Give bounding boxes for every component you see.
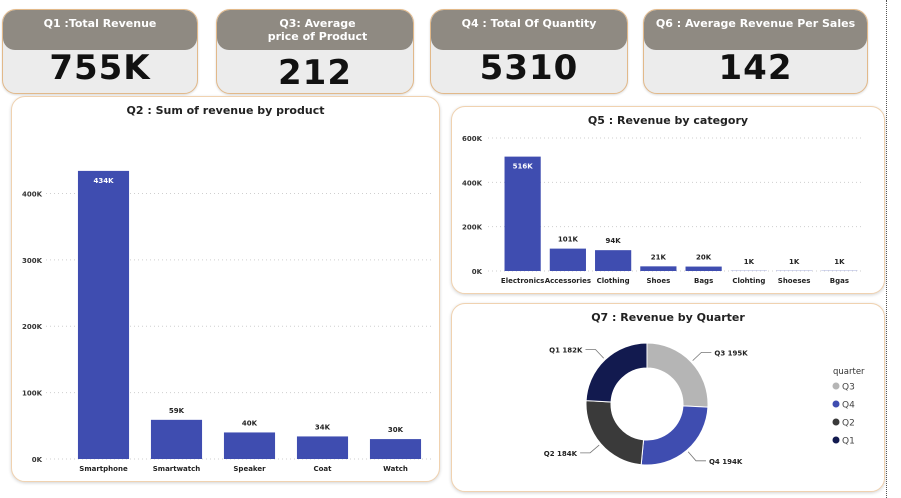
data-label: 30K: [388, 426, 404, 434]
leader-line: [687, 451, 706, 462]
bar-chart-revenue-by-product: 0K 100K 200K 300K 400K 434K Smartphone 59K Smart…: [22, 170, 432, 473]
kpi-value: 5310: [479, 48, 579, 88]
data-label: 1K: [834, 258, 845, 266]
chart-panel-revenue-by-quarter: Q7 : Revenue by Quarter Q3 195K Q4 194K Q2…: [451, 303, 885, 492]
donut-chart-revenue-by-quarter: Q3 195K Q4 194K Q2 184K Q1 182K quarter Q3 Q4 Q…: [544, 342, 865, 466]
x-tick-label: Smartwatch: [153, 465, 201, 473]
x-tick-label: Bgas: [830, 277, 849, 285]
x-tick-label: Smartphone: [79, 465, 128, 473]
y-tick-label: 0K: [32, 456, 43, 464]
donut-slice: [646, 342, 709, 408]
x-tick-label: Coat: [313, 465, 332, 473]
bar: [296, 436, 349, 459]
leader-line: [585, 349, 605, 359]
leader-line: [692, 351, 712, 361]
chart-title: Q7 : Revenue by Quarter: [591, 311, 745, 324]
bar: [640, 266, 677, 271]
legend-marker: [832, 436, 840, 444]
data-label: 516K: [513, 163, 534, 171]
kpi-title: Q1 :Total Revenue: [3, 10, 197, 50]
y-tick-label: 200K: [462, 224, 483, 232]
data-label: 1K: [789, 258, 800, 266]
bar: [77, 170, 130, 459]
bar: [685, 266, 722, 271]
kpi-title: Q6 : Average Revenue Per Sales: [644, 10, 867, 50]
x-tick-label: Speaker: [233, 465, 266, 473]
legend-label: Q3: [842, 383, 855, 393]
donut-slice: [585, 400, 645, 466]
chart-panel-revenue-by-category: Q5 : Revenue by category 0K 200K 400K 600K 5…: [451, 106, 885, 294]
x-tick-label: Bags: [694, 277, 713, 285]
bar: [595, 250, 632, 271]
kpi-value: 142: [718, 48, 793, 88]
legend-title: quarter: [833, 367, 865, 377]
y-tick-label: 600K: [462, 135, 483, 143]
bar: [369, 439, 422, 459]
data-label: 59K: [169, 407, 185, 415]
data-label: 434K: [93, 177, 114, 185]
legend-label: Q4: [842, 401, 855, 411]
data-label: 94K: [606, 237, 622, 245]
y-tick-label: 100K: [22, 390, 43, 398]
chart-title: Q2 : Sum of revenue by product: [126, 104, 325, 117]
x-tick-label: Shoeses: [778, 277, 811, 285]
kpi-title: Q4 : Total Of Quantity: [431, 10, 627, 50]
y-tick-label: 200K: [22, 323, 43, 331]
y-tick-label: 300K: [22, 257, 43, 265]
y-tick-label: 400K: [462, 179, 483, 187]
legend-label: Q1: [842, 437, 855, 447]
kpi-card-total-revenue: Q1 :Total Revenue 755K: [2, 9, 198, 94]
x-tick-label: Accessories: [545, 277, 591, 285]
data-label: 21K: [651, 253, 667, 261]
kpi-card-average-revenue-per-sales: Q6 : Average Revenue Per Sales 142: [643, 9, 868, 94]
x-tick-label: Clothing: [597, 277, 630, 285]
x-tick-label: Watch: [383, 465, 408, 473]
data-label: Q3 195K: [714, 349, 748, 357]
kpi-value: 212: [278, 53, 352, 93]
chart-panel-revenue-by-product: Q2 : Sum of revenue by product 0K 100K 200…: [11, 96, 440, 482]
y-tick-label: 0K: [472, 268, 483, 276]
x-tick-label: Shoes: [647, 277, 671, 285]
kpi-card-total-quantity: Q4 : Total Of Quantity 5310: [430, 9, 628, 94]
bar: [150, 419, 203, 459]
legend-marker: [832, 382, 840, 390]
data-label: Q2 184K: [544, 450, 578, 458]
page-divider: [886, 0, 887, 498]
x-tick-label: Electronics: [501, 277, 544, 285]
bar-chart-revenue-by-category: 0K 200K 400K 600K 516K Electronics 101K Accesso…: [462, 135, 862, 285]
kpi-title: Q3: Average price of Product: [217, 10, 413, 50]
data-label: Q4 194K: [709, 458, 743, 466]
legend-label: Q2: [842, 419, 855, 429]
kpi-value: 755K: [49, 48, 151, 88]
bar: [549, 248, 586, 271]
chart-title: Q5 : Revenue by category: [587, 114, 749, 127]
leader-line: [580, 444, 600, 454]
kpi-card-average-price: Q3: Average price of Product 212: [216, 9, 414, 94]
data-label: 101K: [558, 236, 579, 244]
x-tick-label: Clohting: [732, 277, 765, 285]
legend-marker: [832, 418, 840, 426]
data-label: Q1 182K: [549, 346, 583, 354]
legend-marker: [832, 400, 840, 408]
bar: [504, 156, 541, 271]
data-label: 40K: [242, 419, 258, 427]
data-label: 34K: [315, 423, 331, 431]
donut-slice: [585, 342, 648, 403]
bar: [223, 432, 276, 459]
donut-slice: [640, 405, 709, 466]
y-tick-label: 400K: [22, 190, 43, 198]
data-label: 20K: [696, 254, 712, 262]
data-label: 1K: [744, 258, 755, 266]
